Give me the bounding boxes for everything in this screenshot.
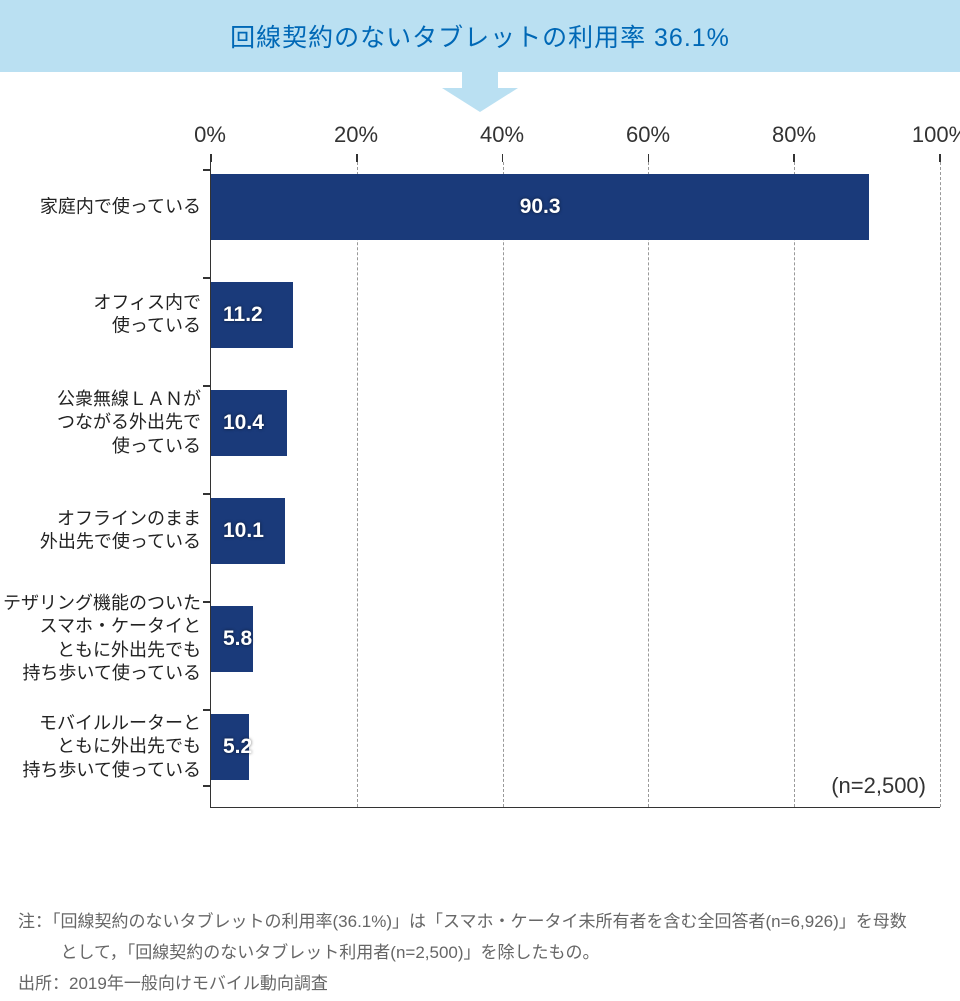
- bar-category-label: モバイルルーターとともに外出先でも持ち歩いて使っている: [1, 712, 211, 782]
- bar-row: テザリング機能のついたスマホ・ケータイとともに外出先でも持ち歩いて使っている5.…: [211, 606, 940, 672]
- bar: 5.2: [211, 714, 249, 780]
- y-axis-tick: [203, 493, 211, 495]
- plot-area: (n=2,500) 家庭内で使っている90.3オフィス内で使っている11.2公衆…: [210, 162, 940, 808]
- header-title: 回線契約のないタブレットの利用率 36.1%: [0, 18, 960, 54]
- bar-value-label: 10.4: [223, 411, 264, 435]
- gridline: [940, 162, 941, 807]
- bar: 5.8: [211, 606, 253, 672]
- note-text-1: 「回線契約のないタブレットの利用率(36.1%)」は「スマホ・ケータイ未所有者を…: [52, 912, 907, 931]
- arrow-down-icon: [442, 70, 518, 112]
- bar-category-label: オフィス内で使っている: [1, 292, 211, 339]
- bar-value-label: 5.8: [223, 627, 252, 651]
- note-label: 注：: [18, 912, 52, 931]
- x-axis-tick: [793, 154, 795, 162]
- gridline: [794, 162, 795, 807]
- y-axis-tick: [203, 709, 211, 711]
- note-line-1: 注：「回線契約のないタブレットの利用率(36.1%)」は「スマホ・ケータイ未所有…: [18, 908, 942, 937]
- source-text: 2019年一般向けモバイル動向調査: [69, 974, 328, 993]
- bar-row: 家庭内で使っている90.3: [211, 174, 940, 240]
- bar-row: オフィス内で使っている11.2: [211, 282, 940, 348]
- bar: 90.3: [211, 174, 869, 240]
- chart-container: 0%20%40%60%80%100% (n=2,500) 家庭内で使っている90…: [0, 122, 960, 808]
- gridline: [357, 162, 358, 807]
- x-axis-tick: [648, 154, 650, 162]
- bar-value-label: 90.3: [520, 195, 561, 219]
- footnotes: 注：「回線契約のないタブレットの利用率(36.1%)」は「スマホ・ケータイ未所有…: [0, 908, 960, 999]
- chart-plot: (n=2,500) 家庭内で使っている90.3オフィス内で使っている11.2公衆…: [210, 162, 940, 808]
- bar-value-label: 10.1: [223, 519, 264, 543]
- source-line: 出所：2019年一般向けモバイル動向調査: [18, 970, 942, 999]
- x-axis-tick: [502, 154, 504, 162]
- x-axis-tick-label: 60%: [626, 122, 670, 148]
- bar-category-label: 公衆無線ＬＡＮがつながる外出先で使っている: [1, 388, 211, 458]
- y-axis-tick: [203, 385, 211, 387]
- bar-category-label: テザリング機能のついたスマホ・ケータイとともに外出先でも持ち歩いて使っている: [1, 592, 211, 686]
- bar: 10.4: [211, 390, 287, 456]
- bar-row: 公衆無線ＬＡＮがつながる外出先で使っている10.4: [211, 390, 940, 456]
- note-line-2: として，「回線契約のないタブレット利用者(n=2,500)」を除したもの。: [18, 939, 942, 968]
- bar: 11.2: [211, 282, 293, 348]
- header-banner: 回線契約のないタブレットの利用率 36.1%: [0, 0, 960, 72]
- bar: 10.1: [211, 498, 285, 564]
- bar-row: モバイルルーターとともに外出先でも持ち歩いて使っている5.2: [211, 714, 940, 780]
- source-label: 出所：: [18, 974, 69, 993]
- bar-value-label: 5.2: [223, 735, 252, 759]
- x-axis-tick: [939, 154, 941, 162]
- x-axis-tick: [356, 154, 358, 162]
- y-axis-tick: [203, 785, 211, 787]
- x-axis-tick-label: 20%: [334, 122, 378, 148]
- x-axis-tick-label: 80%: [772, 122, 816, 148]
- bar-row: オフラインのまま外出先で使っている10.1: [211, 498, 940, 564]
- x-axis-tick-label: 40%: [480, 122, 524, 148]
- x-axis-labels: 0%20%40%60%80%100%: [210, 122, 940, 162]
- x-axis-tick-label: 100%: [912, 122, 960, 148]
- y-axis-tick: [203, 277, 211, 279]
- y-axis-tick: [203, 169, 211, 171]
- gridline: [503, 162, 504, 807]
- bar-category-label: オフラインのまま外出先で使っている: [1, 508, 211, 555]
- gridline: [648, 162, 649, 807]
- x-axis-tick-label: 0%: [194, 122, 226, 148]
- bar-category-label: 家庭内で使っている: [1, 195, 211, 218]
- x-axis-tick: [210, 154, 212, 162]
- bar-value-label: 11.2: [223, 303, 263, 327]
